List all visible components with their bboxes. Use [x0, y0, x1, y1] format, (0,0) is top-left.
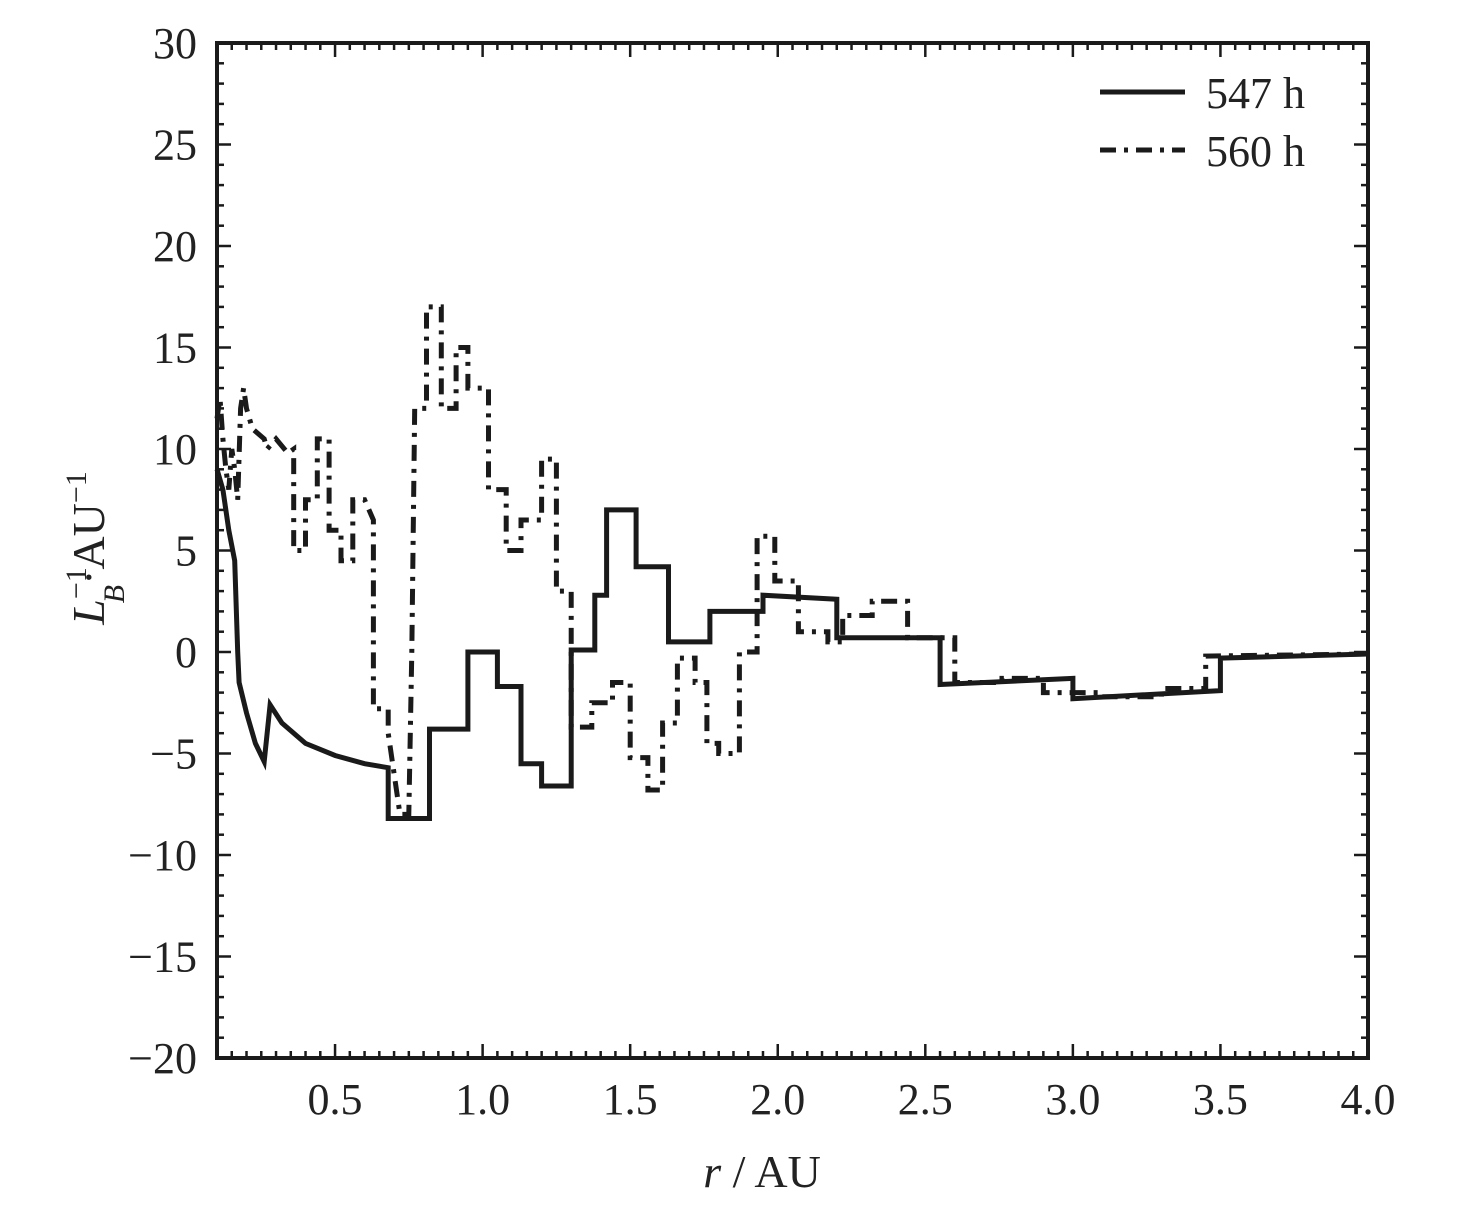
plot-frame [215, 41, 1370, 1060]
legend-label-547h: 547 h [1206, 69, 1305, 118]
svg-text:L−1B·AU−1: L−1 B·AU−1 [60, 471, 131, 626]
x-tick-label: 1.0 [455, 1075, 510, 1124]
y-tick-label: 0 [175, 628, 197, 677]
x-tick-label: 0.5 [308, 1075, 363, 1124]
y-tick-label: −10 [128, 831, 197, 880]
y-tick-label: 10 [153, 425, 197, 474]
x-tick-label: 2.0 [750, 1075, 805, 1124]
x-axis-label: r / AU [703, 1146, 821, 1197]
series-layer [214, 304, 1369, 821]
y-tick-label: −5 [150, 730, 197, 779]
y-tick-label: −15 [128, 933, 197, 982]
x-tick-label: 2.5 [898, 1075, 953, 1124]
series-line-547h [214, 468, 1369, 821]
x-tick-label: 3.5 [1193, 1075, 1248, 1124]
y-tick-label: 25 [153, 121, 197, 170]
y-tick-label: 15 [153, 324, 197, 373]
x-tick-labels: 0.5 1.0 1.5 2.0 2.5 3.0 3.5 4.0 [308, 1075, 1396, 1124]
series-line-560h [214, 304, 1369, 817]
y-tick-label: 20 [153, 222, 197, 271]
x-tick-label: 1.5 [603, 1075, 658, 1124]
y-tick-label: 30 [153, 19, 197, 68]
legend: 547 h 560 h [1100, 69, 1305, 176]
x-tick-label: 3.0 [1045, 1075, 1100, 1124]
y-tick-label: 5 [175, 527, 197, 576]
x-tick-label: 4.0 [1341, 1075, 1396, 1124]
y-tick-label: −20 [128, 1034, 197, 1083]
y-axis-label: L−1 B·AU−1 [60, 471, 131, 626]
y-tick-labels: 30 25 20 15 10 5 0 −5 −10 −15 −20 [128, 19, 197, 1083]
legend-label-560h: 560 h [1206, 127, 1305, 176]
